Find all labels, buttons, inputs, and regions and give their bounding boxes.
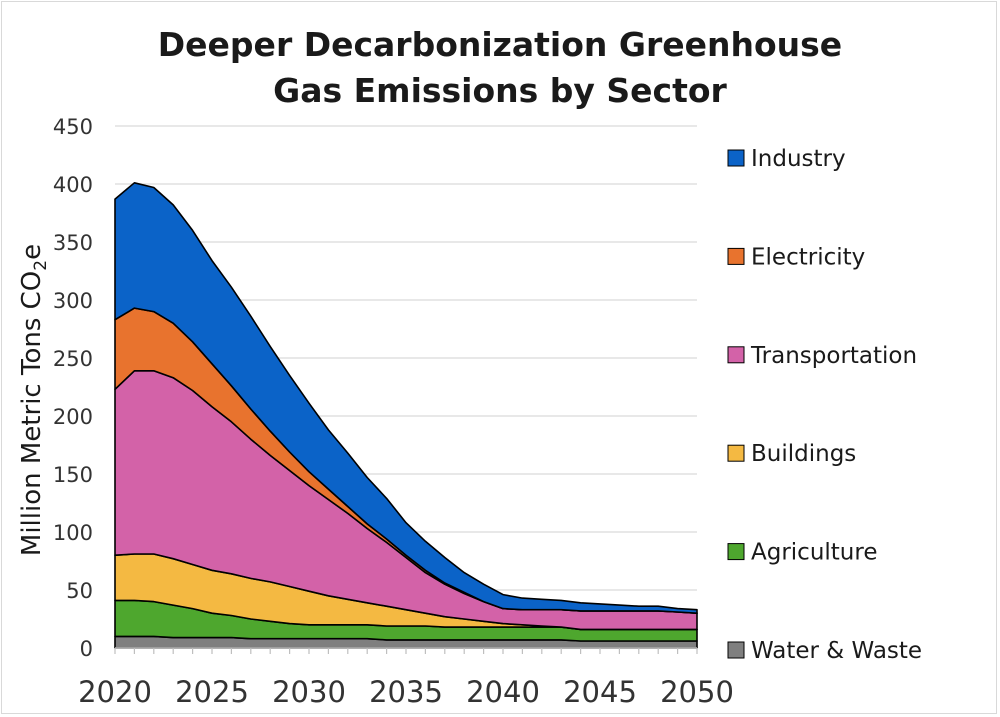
x-tick-label: 2045 [563, 675, 637, 709]
legend-label-water-waste: Water & Waste [751, 638, 922, 664]
legend-label-agriculture: Agriculture [751, 540, 878, 566]
x-tick-labels: 2020 2025 2030 2035 2040 2045 2050 [78, 675, 734, 709]
legend-swatch-industry [727, 149, 745, 167]
y-tick-label: 200 [53, 405, 93, 429]
y-tick-label: 300 [53, 289, 93, 313]
y-tick-label: 0 [80, 637, 93, 661]
chart-title-line1: Deeper Decarbonization Greenhouse [157, 25, 843, 64]
y-axis-label: Million Metric Tons CO2e [17, 244, 51, 556]
y-axis-label-main: Million Metric Tons CO [17, 271, 47, 556]
x-tick-label: 2040 [466, 675, 540, 709]
y-tick-label: 350 [53, 231, 93, 255]
legend-swatch-buildings [727, 444, 745, 462]
y-axis-label-subscript: 2 [31, 260, 51, 271]
y-tick-label: 400 [53, 173, 93, 197]
legend: Industry Electricity Transportation Buildin… [727, 146, 922, 664]
legend-label-electricity: Electricity [751, 244, 865, 270]
x-tick-label: 2050 [660, 675, 734, 709]
axes [114, 647, 698, 654]
y-tick-labels: 0 50 100 150 200 250 300 350 400 450 [53, 115, 93, 661]
x-tick-label: 2020 [78, 675, 152, 709]
y-tick-label: 100 [53, 521, 93, 545]
y-tick-label: 250 [53, 347, 93, 371]
x-tick-label: 2030 [272, 675, 346, 709]
x-tick-label: 2025 [175, 675, 249, 709]
chart-title: Deeper Decarbonization Greenhouse Gas Em… [0, 22, 1000, 114]
x-tick-label: 2035 [369, 675, 443, 709]
y-tick-label: 50 [66, 579, 93, 603]
y-tick-label: 150 [53, 463, 93, 487]
y-tick-label: 450 [53, 115, 93, 139]
legend-label-transportation: Transportation [750, 343, 917, 369]
legend-swatch-electricity [727, 247, 745, 265]
legend-swatch-transportation [727, 346, 745, 364]
legend-swatch-water-waste [727, 641, 745, 659]
area-series [114, 182, 698, 649]
legend-label-industry: Industry [751, 146, 846, 172]
legend-label-buildings: Buildings [751, 441, 856, 467]
y-axis-label-end: e [17, 244, 47, 260]
area-industry [114, 182, 698, 614]
chart-title-line2: Gas Emissions by Sector [273, 71, 727, 110]
legend-swatch-agriculture [727, 543, 745, 561]
